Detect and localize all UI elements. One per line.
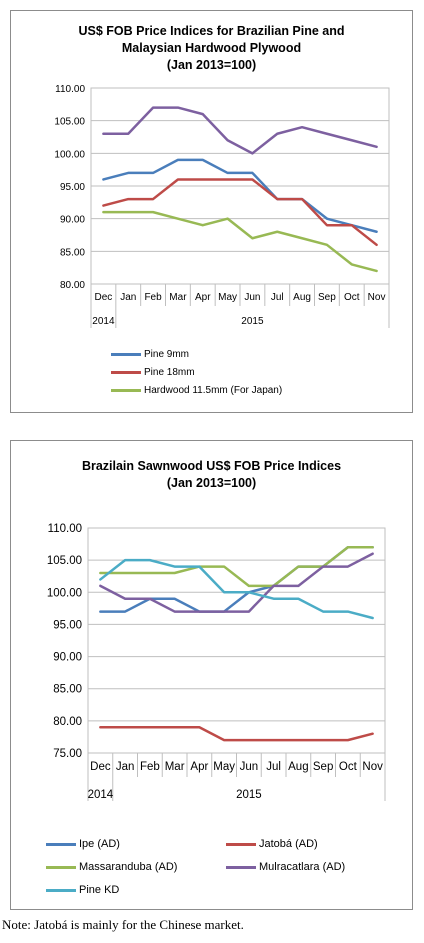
x-tick-label: Dec	[95, 292, 113, 303]
series-line-2	[99, 546, 374, 588]
footnote: Note: Jatobá is mainly for the Chinese m…	[2, 917, 244, 932]
y-tick-label: 80.00	[60, 280, 85, 291]
y-tick-label: 95.00	[60, 182, 85, 193]
y-tick-label: 105.00	[47, 555, 82, 567]
x-tick-label: Aug	[288, 761, 308, 773]
x-tick-label: Mar	[165, 761, 185, 773]
legend-swatch	[111, 371, 141, 374]
legend-item-hardwood: Hardwood 11.5mm (For Japan)	[111, 385, 282, 396]
x-tick-label: Feb	[144, 292, 162, 303]
x-tick-label: Apr	[190, 761, 208, 773]
x-tick-label: Jan	[116, 761, 135, 773]
chart-title: Brazilain Sawnwood US$ FOB Price Indices…	[11, 458, 412, 492]
legend-swatch	[111, 353, 141, 356]
legend-item-jatoba: Jatobá (AD)	[226, 838, 318, 850]
y-tick-label: 90.00	[60, 215, 85, 226]
x-tick-label: Jul	[271, 292, 284, 303]
chart-title-line: (Jan 2013=100)	[166, 58, 257, 72]
legend-label: Pine KD	[79, 884, 120, 896]
chart-title-line: Malaysian Hardwood Plywood	[121, 41, 302, 55]
plot-area	[87, 527, 386, 754]
legend-swatch	[46, 842, 76, 846]
legend-item-massaranduba: Massaranduba (AD)	[46, 861, 177, 873]
legend-item-ipe: Ipe (AD)	[46, 838, 120, 850]
x-tick-label: Mar	[169, 292, 187, 303]
legend-swatch	[226, 865, 256, 869]
y-tick-label: 90.00	[53, 652, 82, 664]
series-line-4	[99, 558, 374, 620]
x-tick-label: Sep	[318, 292, 336, 303]
y-tick-label: 110.00	[55, 84, 85, 95]
legend-label: Pine 9mm	[144, 349, 190, 360]
legend-item-mulracatlara: Mulracatlara (AD)	[226, 861, 345, 873]
y-tick-label: 105.00	[54, 117, 85, 128]
x-tick-label: Aug	[293, 292, 311, 303]
year-label: 2014	[88, 789, 114, 801]
year-label: 2015	[241, 316, 264, 327]
x-tick-label: May	[218, 292, 237, 303]
year-label: 2014	[92, 316, 115, 327]
chart-title-line: US$ FOB Price Indices for Brazilian Pine…	[78, 24, 345, 38]
legend-swatch	[111, 389, 141, 392]
legend-label: Massaranduba (AD)	[79, 861, 178, 873]
x-tick-label: Nov	[362, 761, 383, 773]
x-tick-label: Jun	[240, 761, 259, 773]
legend-item-pine-18mm: Pine 18mm	[111, 367, 195, 378]
x-tick-label: Feb	[140, 761, 160, 773]
chart-title: US$ FOB Price Indices for Brazilian Pine…	[11, 23, 412, 74]
series-line-3	[99, 552, 374, 613]
legend-item-pine-kd: Pine KD	[46, 884, 119, 896]
x-tick-label: Apr	[195, 292, 211, 303]
x-tick-label: Jul	[266, 761, 281, 773]
chart-title-line: Brazilain Sawnwood US$ FOB Price Indices	[81, 459, 342, 473]
y-tick-label: 95.00	[53, 619, 82, 631]
chart-plywood-plot: 110.00 105.00 100.00 95.00 90.00 85.00 80.00 De…	[54, 84, 390, 328]
chart-title-line: (Jan 2013=100)	[166, 476, 257, 490]
x-tick-label: Oct	[344, 292, 360, 303]
legend-item-pine-9mm: Pine 9mm	[111, 349, 189, 360]
y-tick-label: 85.00	[60, 247, 85, 258]
series-line-2	[102, 210, 378, 273]
legend-label: Ipe (AD)	[79, 838, 120, 850]
y-tick-label: 75.00	[53, 748, 82, 760]
legend-swatch	[226, 842, 256, 846]
series-line-1	[99, 726, 374, 742]
series-line-0	[99, 546, 374, 613]
x-tick-label: Jun	[244, 292, 260, 303]
series-line-1	[102, 178, 378, 247]
year-label: 2015	[236, 789, 262, 801]
chart-sawnwood-plot: 110.00 105.00 100.00 95.00 90.00 85.00 80.00 75…	[47, 523, 386, 801]
y-tick-label: 110.00	[48, 523, 82, 535]
x-tick-label: Dec	[90, 761, 111, 773]
legend-label: Mulracatlara (AD)	[259, 861, 346, 873]
legend-label: Hardwood 11.5mm (For Japan)	[144, 385, 283, 396]
chart-sawnwood-panel: Brazilain Sawnwood US$ FOB Price Indices…	[10, 440, 413, 910]
legend-swatch	[46, 888, 76, 892]
y-tick-label: 80.00	[53, 716, 82, 728]
x-tick-label: May	[213, 761, 235, 773]
chart-plywood-panel: US$ FOB Price Indices for Brazilian Pine…	[10, 10, 413, 413]
legend-label: Pine 18mm	[144, 367, 195, 378]
y-tick-label: 100.00	[54, 149, 85, 160]
y-tick-label: 100.00	[47, 587, 82, 599]
legend-label: Jatobá (AD)	[259, 838, 318, 850]
y-tick-label: 85.00	[53, 684, 82, 696]
series-line-3	[102, 106, 378, 155]
legend-swatch	[46, 865, 76, 869]
x-tick-label: Oct	[339, 761, 358, 773]
series-line-0	[102, 158, 378, 233]
x-tick-label: Nov	[368, 292, 386, 303]
x-tick-label: Jan	[120, 292, 136, 303]
x-tick-label: Sep	[313, 761, 333, 773]
